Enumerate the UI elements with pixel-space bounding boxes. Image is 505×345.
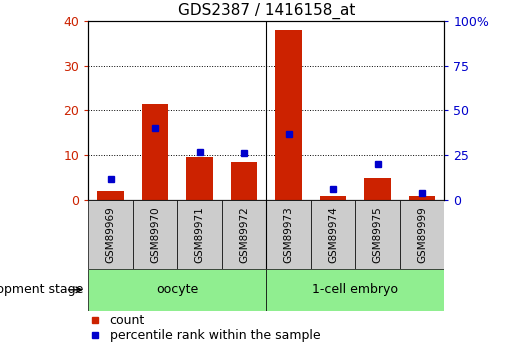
Text: development stage: development stage (0, 283, 83, 296)
Text: percentile rank within the sample: percentile rank within the sample (110, 329, 320, 342)
Bar (177, 200, 222, 269)
Text: GSM89972: GSM89972 (239, 206, 249, 263)
Text: 1-cell embryo: 1-cell embryo (313, 283, 398, 296)
Bar (320, 196, 346, 200)
Bar (142, 104, 169, 200)
Text: GSM89975: GSM89975 (373, 206, 383, 263)
Bar (275, 30, 302, 200)
Bar (231, 162, 258, 200)
Bar (222, 200, 267, 269)
Bar (356, 200, 400, 269)
Bar (133, 200, 177, 269)
Bar (186, 157, 213, 200)
Text: GSM89999: GSM89999 (417, 206, 427, 263)
Bar (409, 196, 435, 200)
Bar (267, 269, 444, 310)
Text: GSM89973: GSM89973 (284, 206, 293, 263)
Bar (267, 200, 311, 269)
Text: GSM89974: GSM89974 (328, 206, 338, 263)
Text: oocyte: oocyte (156, 283, 198, 296)
Text: count: count (110, 314, 145, 327)
Bar (88, 269, 267, 310)
Title: GDS2387 / 1416158_at: GDS2387 / 1416158_at (178, 3, 355, 19)
Bar (311, 200, 356, 269)
Bar (364, 178, 391, 200)
Bar (97, 191, 124, 200)
Bar (88, 200, 133, 269)
Text: GSM89971: GSM89971 (194, 206, 205, 263)
Text: GSM89969: GSM89969 (106, 206, 116, 263)
Bar (400, 200, 444, 269)
Text: GSM89970: GSM89970 (150, 206, 160, 263)
